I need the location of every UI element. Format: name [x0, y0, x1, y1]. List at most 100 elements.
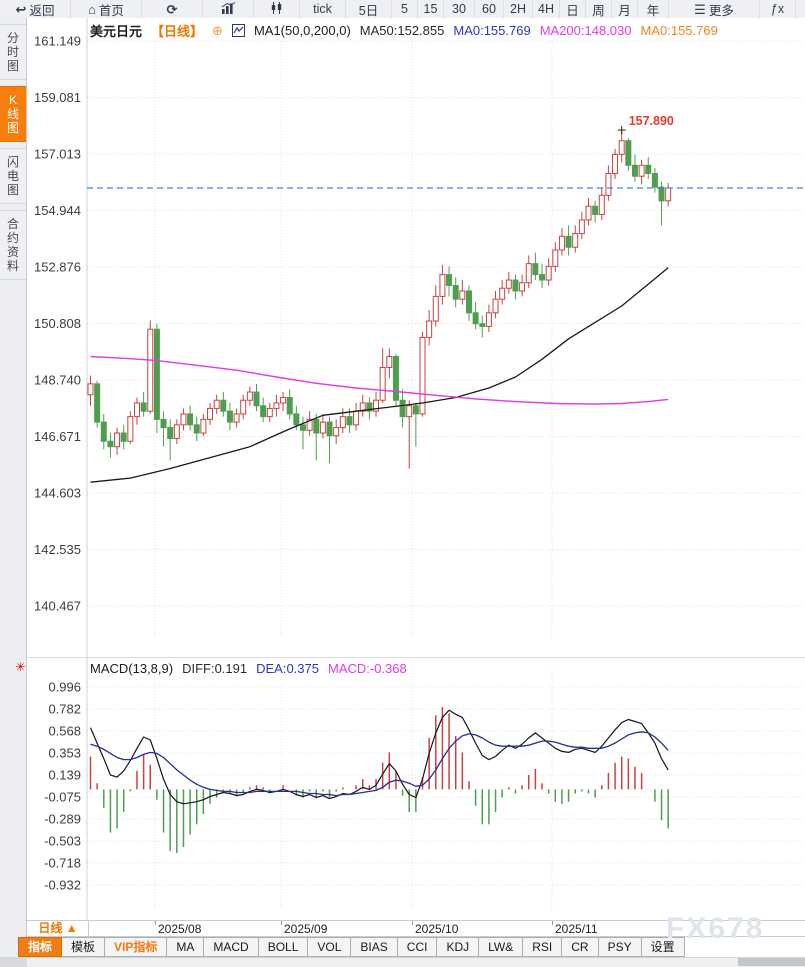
toolbar-button-home[interactable]: ⌂ 首页 [71, 0, 142, 18]
toolbar-button-15[interactable]: 15 [418, 0, 444, 18]
x-axis-label-row: 日线 ▲ 2025/08 2025/09 2025/10 2025/11 [27, 920, 805, 937]
candle [180, 413, 187, 426]
back-arrow-icon: ↩ [15, 1, 27, 17]
candle [532, 263, 539, 276]
toolbar-button-more[interactable]: ☰ 更多 [669, 0, 760, 18]
candle [306, 418, 313, 431]
candle [200, 418, 207, 434]
main-candlestick-chart[interactable]: 161.149 159.081 157.013 154.944 152.876 150.8… [27, 18, 805, 657]
toolbar-button-5[interactable]: 5 [392, 0, 418, 18]
toolbar-button-zoom-out[interactable]: ⊖ [796, 0, 805, 18]
candle [220, 399, 227, 412]
candle [207, 407, 214, 420]
toolbar-button-5d[interactable]: 5日 [346, 0, 392, 18]
candle [114, 432, 121, 448]
indicator-tab-设置[interactable]: 设置 [641, 937, 685, 957]
indicator-tab-MA[interactable]: MA [167, 937, 205, 957]
candle [173, 424, 180, 439]
x-axis-label: 2025/10 [415, 922, 459, 936]
toolbar-button-day[interactable]: 日 [560, 0, 586, 18]
indicator-tab-CCI[interactable]: CCI [397, 937, 438, 957]
toolbar-button-2h[interactable]: 2H [504, 0, 533, 18]
toolbar-button-year[interactable]: 年 [638, 0, 669, 18]
price-axis-label: 157.013 [34, 147, 81, 162]
candle [638, 164, 645, 177]
toolbar-button-month[interactable]: 月 [612, 0, 638, 18]
candle [406, 405, 413, 418]
candle [605, 172, 612, 196]
candle [286, 397, 293, 415]
indicator-tab-CR[interactable]: CR [562, 937, 599, 957]
candle [87, 383, 94, 396]
indicator-tab-BIAS[interactable]: BIAS [351, 937, 398, 957]
candle [373, 399, 380, 412]
candle [253, 391, 260, 407]
period-dropdown-button[interactable]: 日线 ▲ [28, 921, 89, 936]
candle [572, 233, 579, 248]
sidebar-tab-time-chart[interactable]: 分时图 [0, 24, 26, 80]
macd-indicator-chart[interactable]: 0.996 0.782 0.568 0.353 0.139 -0.075 -0.289 -0.… [27, 658, 805, 920]
price-axis-label: 146.671 [34, 429, 81, 444]
scrollbar-corner [0, 958, 27, 967]
toolbar-button-candle-chart[interactable] [254, 0, 300, 18]
price-axis-label: 159.081 [34, 90, 81, 105]
period-tag: 【日线】 [151, 24, 204, 39]
indicator-tab-模板[interactable]: 模板 [62, 937, 106, 957]
candle [127, 416, 134, 442]
sidebar-tab-contract-info[interactable]: 合约资料 [0, 210, 26, 280]
price-axis-label: 148.740 [34, 373, 81, 388]
candle [625, 140, 632, 166]
indicator-tab-指标[interactable]: 指标 [18, 937, 63, 957]
toolbar-button-week[interactable]: 周 [586, 0, 612, 18]
indicator-tab-VOL[interactable]: VOL [308, 937, 352, 957]
price-axis-label: 161.149 [34, 34, 81, 49]
candle [439, 274, 446, 297]
candle [100, 421, 107, 442]
x-axis-label: 2025/11 [555, 922, 598, 936]
x-axis-tick [412, 921, 413, 925]
indicator-tab-BOLL[interactable]: BOLL [258, 937, 309, 957]
x-axis-label: 2025/09 [284, 922, 328, 936]
candle [293, 413, 300, 426]
candle [187, 413, 194, 426]
fx678-watermark: FX678 [666, 912, 765, 945]
indicator-tab-MACD[interactable]: MACD [204, 937, 259, 957]
add-indicator-icon[interactable]: ⊕ [212, 22, 223, 38]
candle [246, 391, 253, 401]
toolbar-button-fx[interactable]: ƒx [760, 0, 796, 18]
candle [499, 287, 506, 300]
candlestick-icon [270, 2, 284, 16]
indicator-tab-RSI[interactable]: RSI [523, 937, 563, 957]
candle [412, 405, 419, 415]
indicator-tab-KDJ[interactable]: KDJ [437, 937, 480, 957]
candle [525, 263, 532, 284]
ma0-value-orange: MA0:155.769 [640, 23, 718, 38]
home-icon: ⌂ [88, 1, 96, 17]
price-axis-label: 150.808 [34, 316, 81, 331]
toolbar-button-tick[interactable]: tick [300, 0, 346, 18]
horizontal-scrollbar-thumb[interactable] [738, 958, 805, 966]
x-axis-tick [155, 921, 156, 925]
toolbar-button-4h[interactable]: 4H [533, 0, 560, 18]
candle [631, 164, 638, 177]
candle [273, 402, 280, 409]
candle [565, 235, 572, 248]
toolbar-button-60[interactable]: 60 [475, 0, 504, 18]
price-axis-label: 152.876 [34, 260, 81, 275]
sidebar-tab-lightning-chart[interactable]: 闪电图 [0, 148, 26, 204]
toolbar-button-back[interactable]: ↩ 返回 [0, 0, 71, 18]
high-price-annotation: 157.890 [629, 114, 674, 128]
pane-separator [27, 657, 805, 658]
indicator-tab-VIP指标[interactable]: VIP指标 [105, 937, 168, 957]
toolbar-button-bar-chart[interactable] [203, 0, 254, 18]
toolbar-button-refresh[interactable]: ⟳ [142, 0, 203, 18]
indicator-settings-icon[interactable]: ☀ [15, 660, 26, 674]
candle [419, 336, 426, 415]
toolbar-button-30[interactable]: 30 [444, 0, 475, 18]
indicator-tab-PSY[interactable]: PSY [598, 937, 642, 957]
candle [359, 402, 366, 412]
indicator-tab-LW&[interactable]: LW& [479, 937, 524, 957]
horizontal-scrollbar-track[interactable] [0, 957, 805, 967]
